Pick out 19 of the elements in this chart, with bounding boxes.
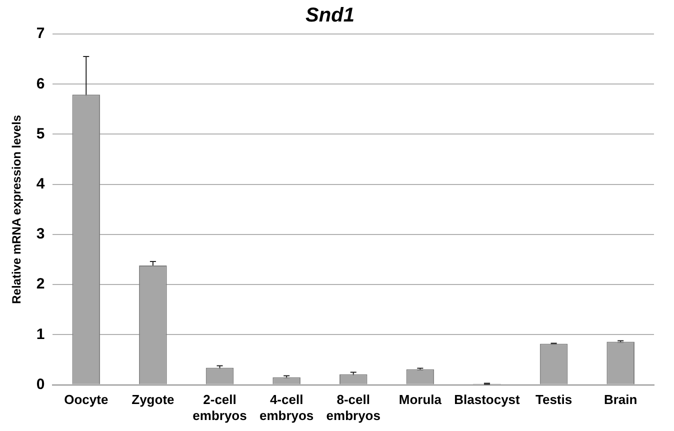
x-tick-label: 2-cell embryos <box>192 392 247 423</box>
y-tick-label: 6 <box>36 75 45 92</box>
y-axis-title: Relative mRNA expression levels <box>10 114 24 304</box>
y-tick-label: 5 <box>36 125 45 142</box>
y-tick-label: 1 <box>36 326 45 343</box>
x-tick-label: Testis <box>535 392 572 408</box>
x-tick-label: Morula <box>398 392 442 408</box>
y-tick-label: 3 <box>36 226 45 243</box>
x-tick-label: Oocyte <box>64 392 108 408</box>
y-tick-label: 7 <box>36 25 45 42</box>
x-tick-label: Zygote <box>132 392 174 408</box>
x-tick-label: Brain <box>604 392 638 408</box>
chart-title: Snd1 <box>306 4 354 27</box>
y-tick-label: 0 <box>36 376 45 393</box>
x-tick-label: Blastocyst <box>454 392 521 408</box>
y-tick-label: 2 <box>36 276 45 293</box>
x-tick-label: 4-cell embryos <box>259 392 314 423</box>
y-tick-label: 4 <box>36 175 46 192</box>
x-tick-label: 8-cell embryos <box>326 392 380 423</box>
